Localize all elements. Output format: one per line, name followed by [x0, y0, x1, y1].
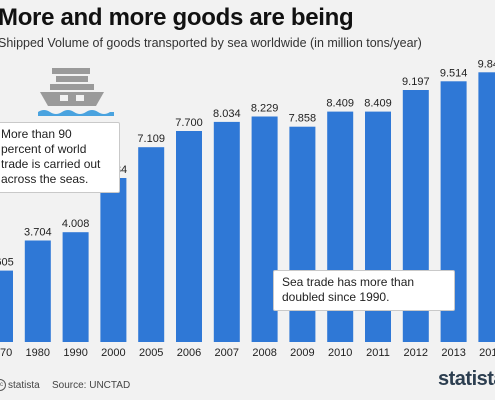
- source-note: Source: UNCTAD: [52, 380, 131, 391]
- chart-subtitle: Shipped Volume of goods transported by s…: [0, 36, 422, 50]
- data-label-2012: 9.197: [402, 76, 430, 88]
- x-tick-2014: 2014: [479, 347, 495, 359]
- bar-2006: [176, 131, 202, 342]
- x-tick-1980: 1980: [26, 347, 50, 359]
- x-tick-2000: 2000: [101, 347, 125, 359]
- ship-icon: [38, 68, 114, 116]
- ship-funnel: [52, 68, 90, 74]
- data-label-2011: 8.409: [364, 98, 392, 110]
- footer-brand: statista: [8, 380, 40, 391]
- ship-hull: [40, 92, 104, 106]
- bar-1980: [24, 240, 51, 342]
- ship-deck-lower: [50, 84, 94, 90]
- x-tick-1990: 1990: [63, 347, 87, 359]
- x-tick-2011: 2011: [366, 347, 390, 359]
- wave-icon: [38, 110, 114, 116]
- data-label-2010: 8.409: [326, 98, 354, 110]
- x-tick-2008: 2008: [252, 347, 276, 359]
- bar-2005: [138, 147, 165, 342]
- data-label-2013: 9.514: [440, 67, 468, 79]
- data-label-2014: 9.842: [478, 58, 495, 70]
- ship-hatch-left: [60, 95, 68, 101]
- data-label-2008: 8.229: [251, 103, 279, 115]
- callout-doubled: Sea trade has more than doubled since 19…: [273, 270, 455, 311]
- chart-title: More and more goods are being: [0, 4, 354, 31]
- data-label-2009: 7.858: [289, 113, 317, 125]
- data-label-1980: 3.704: [24, 227, 52, 239]
- bar-2014: [478, 72, 495, 343]
- data-label-2005: 7.109: [137, 133, 165, 145]
- ship-deck-upper: [56, 76, 88, 82]
- data-label-1970: 2.605: [0, 257, 14, 269]
- x-tick-2010: 2010: [328, 347, 352, 359]
- data-label-2007: 8.034: [213, 108, 241, 120]
- x-tick-2007: 2007: [215, 347, 239, 359]
- data-label-1990: 4.008: [62, 218, 90, 230]
- data-label-2006: 7.700: [175, 117, 203, 129]
- bar-1990: [62, 232, 89, 342]
- x-tick-2012: 2012: [404, 347, 428, 359]
- bar-2007: [213, 121, 240, 343]
- x-tick-2005: 2005: [139, 347, 163, 359]
- x-tick-2006: 2006: [177, 347, 201, 359]
- x-tick-2013: 2013: [441, 347, 465, 359]
- ship-hatch-right: [76, 95, 84, 101]
- callout-world-trade: More than 90 percent of world trade is c…: [0, 122, 120, 193]
- x-tick-1970: 1970: [0, 347, 12, 359]
- bar-1970: [0, 270, 13, 342]
- bar-2000: [100, 178, 127, 342]
- x-tick-2009: 2009: [290, 347, 314, 359]
- statista-logo-icon: statista: [438, 368, 495, 390]
